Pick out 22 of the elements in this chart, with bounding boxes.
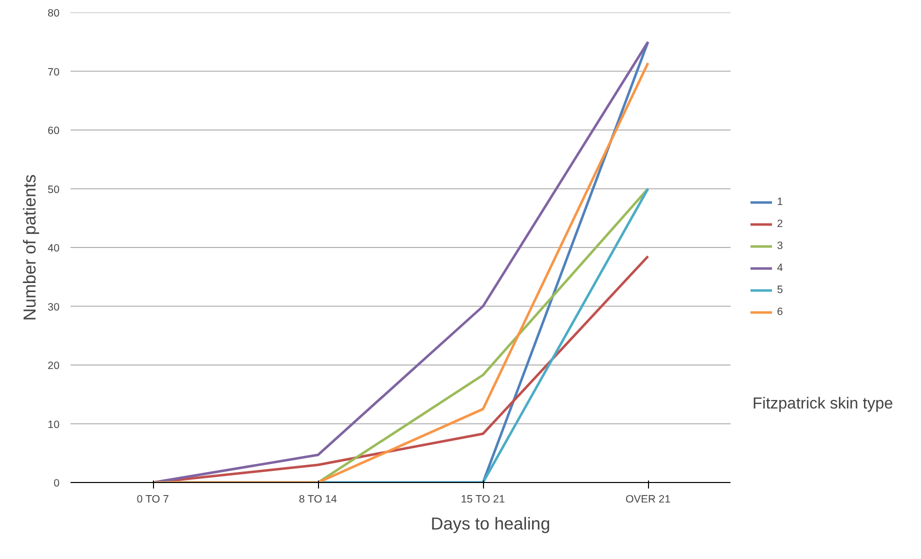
legend-label: 6: [777, 306, 784, 318]
y-tick-label: 0: [54, 478, 60, 490]
y-tick-label: 30: [48, 301, 60, 314]
legend-label: 2: [777, 218, 784, 230]
y-tick-label: 70: [48, 66, 60, 78]
legend-title: Fitzpatrick skin type: [752, 396, 894, 412]
legend-label: 3: [777, 240, 784, 252]
x-axis-title: Days to healing: [430, 514, 550, 534]
x-tick-label: 0 TO 7: [136, 494, 170, 506]
x-tick-label: 15 TO 21: [460, 494, 505, 506]
y-tick-label: 50: [48, 184, 60, 196]
x-tick-label: 8 TO 14: [298, 494, 338, 506]
legend-label: 4: [777, 262, 784, 274]
y-tick-label: 60: [48, 125, 60, 137]
y-tick-label: 80: [48, 8, 60, 20]
y-tick-label: 40: [48, 242, 60, 254]
legend-label: 5: [777, 284, 784, 296]
y-tick-label: 10: [48, 418, 60, 431]
y-tick-label: 20: [48, 360, 60, 372]
x-tick-label: OVER 21: [625, 494, 671, 506]
y-axis-title: Number of patients: [20, 174, 40, 321]
legend-label: 1: [777, 196, 784, 208]
